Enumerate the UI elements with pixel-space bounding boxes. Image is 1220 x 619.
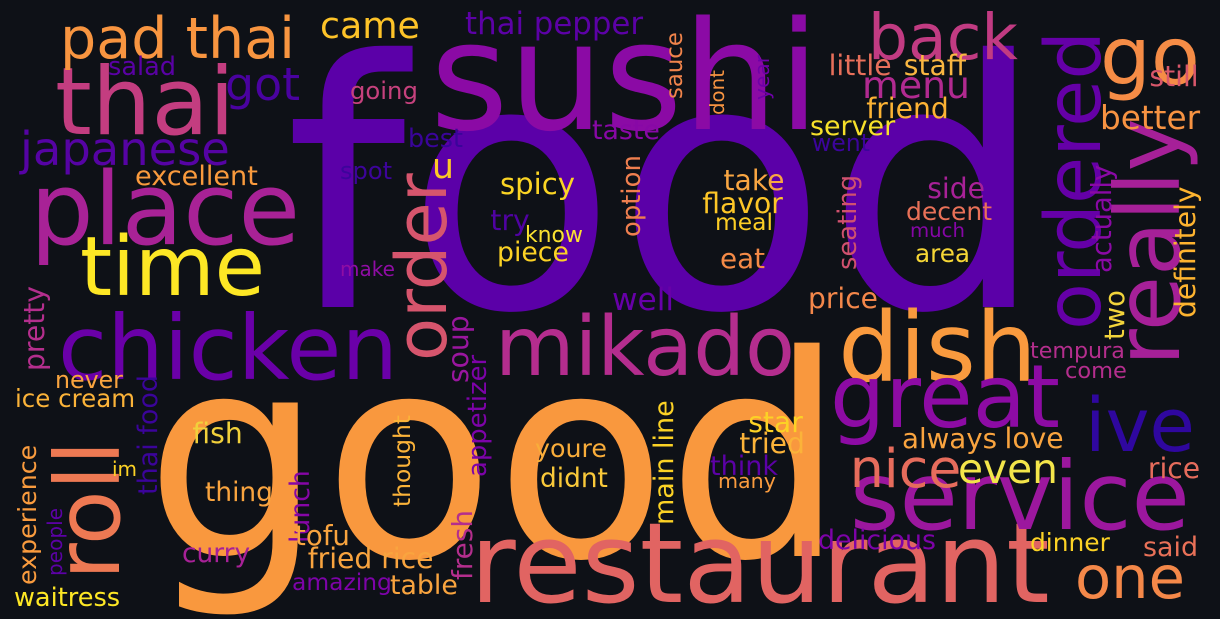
word-actually: actually [1087, 164, 1119, 273]
word-little: little [828, 48, 892, 82]
word-thing: thing [205, 476, 273, 508]
word-even: even [958, 444, 1058, 493]
word-much: much [910, 219, 965, 243]
word-u: u [432, 147, 454, 188]
word-salad: salad [108, 52, 177, 83]
word-food: food [285, 0, 1045, 390]
word-waitress: waitress [14, 583, 121, 614]
word-service: service [850, 442, 1190, 552]
word-piece: piece [497, 236, 569, 268]
word-table: table [390, 569, 458, 601]
word-tofu: tofu [295, 519, 350, 553]
word-spot: spot [340, 157, 393, 185]
word-flavor: flavor [702, 186, 783, 220]
word-server: server [810, 110, 896, 142]
word-dish: dish [838, 291, 1037, 404]
word-taste: taste [592, 114, 660, 146]
word-chicken: chicken [58, 297, 399, 402]
word-fish: fish [192, 416, 243, 450]
word-restaurant: restaurant [470, 500, 1050, 619]
word-went: went [812, 129, 871, 158]
word-back: back [868, 0, 1018, 75]
word-rice: rice [1147, 451, 1201, 485]
word-said: said [1143, 531, 1199, 563]
word-go: go [1100, 10, 1200, 104]
word-dont: dont [706, 70, 730, 115]
word-thai: thai [55, 48, 235, 157]
word-star: star [748, 405, 803, 439]
word-seating: seating [833, 174, 864, 270]
word-didnt: didnt [540, 462, 608, 494]
word-think: think [710, 450, 778, 482]
word-price: price [808, 281, 878, 315]
word-dinner: dinner [1030, 527, 1110, 557]
word-delicious: delicious [818, 524, 936, 556]
word-got: got [225, 57, 301, 112]
word-meal: meal [715, 208, 774, 237]
word-staff: staff [903, 48, 967, 82]
word-best: best [408, 123, 463, 154]
word-going: going [350, 75, 418, 105]
word-tried: tried [739, 426, 805, 460]
word-know: know [525, 223, 583, 248]
word-people: people [43, 507, 67, 576]
word-pad-thai: pad thai [60, 5, 296, 72]
word-still: still [1149, 59, 1199, 93]
word-try: try [490, 203, 530, 237]
word-pretty: pretty [17, 285, 51, 371]
word-ice-cream: ice cream [15, 383, 136, 413]
word-one: one [1075, 542, 1185, 612]
word-decent: decent [906, 196, 993, 226]
word-friend: friend [866, 91, 949, 125]
word-always: always [902, 422, 998, 456]
word-area: area [915, 238, 971, 268]
word-many: many [718, 468, 776, 493]
word-option: option [617, 155, 647, 237]
word-take: take [723, 163, 785, 197]
word-im: im [112, 457, 138, 481]
word-japanese: japanese [20, 121, 230, 176]
word-two: two [1100, 290, 1132, 340]
word-side: side [927, 171, 985, 205]
word-spicy: spicy [500, 166, 575, 201]
word-menu: menu [862, 63, 970, 108]
word-place: place [30, 150, 301, 268]
word-year: year [749, 54, 774, 100]
word-thai-pepper: thai pepper [465, 5, 644, 42]
word-experience: experience [13, 444, 43, 585]
word-ive: ive [1085, 383, 1196, 469]
word-nice: nice [849, 437, 962, 501]
word-well: well [612, 281, 675, 318]
word-better: better [1100, 98, 1201, 137]
word-come: come [1065, 357, 1127, 384]
word-thai-food: thai food [132, 374, 164, 495]
word-good: good [145, 295, 846, 619]
word-youre: youre [535, 434, 607, 464]
word-great: great [830, 346, 1061, 448]
word-sushi: sushi [430, 0, 820, 165]
word-love: love [1004, 421, 1064, 455]
word-never: never [55, 366, 123, 395]
word-make: make [340, 257, 395, 281]
word-thought: thought [388, 415, 417, 507]
word-fried-rice: fried rice [307, 541, 434, 575]
word-main-line: main line [648, 400, 680, 525]
word-tempura: tempura [1030, 337, 1125, 364]
word-amazing: amazing [292, 568, 392, 597]
word-came: came [320, 3, 420, 47]
word-curry: curry [182, 537, 251, 569]
word-eat: eat [720, 242, 766, 276]
word-time: time [80, 220, 266, 316]
word-excellent: excellent [135, 161, 258, 193]
word-sauce: sauce [661, 32, 688, 99]
word-definitely: definitely [1168, 186, 1202, 319]
word-mikado: mikado [495, 299, 796, 395]
word-appetizer: appetizer [463, 354, 494, 477]
